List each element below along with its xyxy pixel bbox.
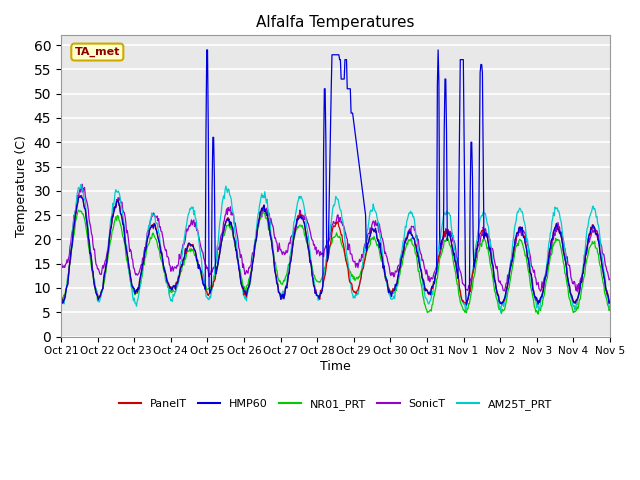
PanelT [57, 297, 65, 302]
HMP60 [124, 252, 131, 258]
Line: HMP60: HMP60 [61, 50, 610, 304]
Legend: PanelT, HMP60, NR01_PRT, SonicT, AM25T_PRT: PanelT, HMP60, NR01_PRT, SonicT, AM25T_P… [115, 395, 557, 415]
AM25T_PRT [180, 239, 188, 245]
AM25T_PRT [77, 182, 84, 188]
SonicT [419, 257, 427, 263]
HMP60 [403, 236, 411, 241]
NR01_PRT [534, 311, 542, 317]
Title: Alfalfa Temperatures: Alfalfa Temperatures [256, 15, 415, 30]
PanelT [419, 276, 427, 281]
PanelT [76, 192, 84, 198]
Y-axis label: Temperature (C): Temperature (C) [15, 135, 28, 237]
NR01_PRT [209, 282, 217, 288]
SonicT [209, 266, 217, 272]
PanelT [67, 250, 75, 255]
HMP60 [606, 298, 614, 304]
NR01_PRT [67, 256, 75, 262]
AM25T_PRT [403, 218, 411, 224]
AM25T_PRT [497, 310, 504, 315]
Text: TA_met: TA_met [75, 47, 120, 57]
HMP60 [203, 47, 211, 53]
SonicT [180, 242, 188, 248]
Line: AM25T_PRT: AM25T_PRT [61, 185, 610, 312]
SonicT [574, 289, 582, 295]
NR01_PRT [75, 207, 83, 213]
NR01_PRT [57, 292, 65, 298]
SonicT [79, 181, 86, 187]
SonicT [403, 237, 411, 242]
SonicT [57, 261, 65, 267]
SonicT [606, 276, 614, 282]
HMP60 [209, 134, 217, 140]
HMP60 [463, 301, 470, 307]
AM25T_PRT [57, 295, 65, 300]
AM25T_PRT [209, 283, 217, 288]
SonicT [67, 240, 75, 246]
HMP60 [419, 277, 427, 283]
Line: NR01_PRT: NR01_PRT [61, 210, 610, 314]
Line: SonicT: SonicT [61, 184, 610, 292]
AM25T_PRT [419, 282, 427, 288]
SonicT [124, 233, 132, 239]
PanelT [606, 299, 614, 305]
Line: PanelT: PanelT [61, 195, 610, 305]
NR01_PRT [180, 262, 188, 268]
HMP60 [179, 258, 187, 264]
PanelT [403, 236, 411, 241]
AM25T_PRT [606, 305, 614, 311]
PanelT [180, 255, 188, 261]
PanelT [124, 257, 132, 263]
AM25T_PRT [67, 246, 75, 252]
X-axis label: Time: Time [320, 360, 351, 373]
NR01_PRT [403, 240, 411, 246]
AM25T_PRT [124, 260, 132, 266]
NR01_PRT [606, 305, 614, 311]
PanelT [463, 302, 470, 308]
NR01_PRT [419, 293, 427, 299]
NR01_PRT [124, 264, 132, 270]
PanelT [209, 284, 217, 289]
HMP60 [57, 296, 65, 302]
HMP60 [67, 250, 75, 256]
